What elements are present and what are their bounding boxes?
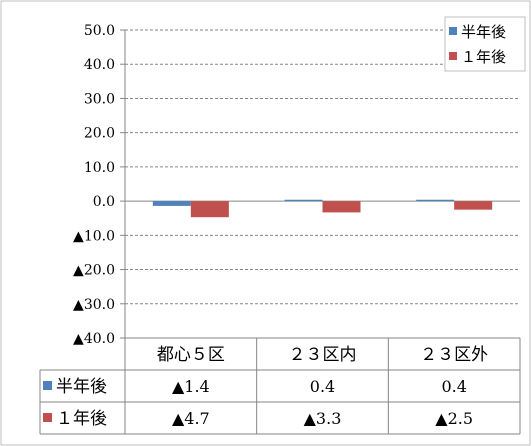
y-tick-label: ▲30.0 [73,297,115,313]
bar [416,199,455,202]
bar [454,201,493,210]
legend-label: １年後 [461,48,506,66]
bar [284,199,323,202]
data-label: 0.4 [310,377,335,396]
category-label: ２３区内 [289,345,357,365]
y-tick-label: ▲20.0 [73,263,115,279]
data-label: ▲2.5 [435,409,473,428]
y-tick-label: 50.0 [84,23,115,39]
y-tick-label: 20.0 [84,126,115,142]
data-label: ▲4.7 [172,409,210,428]
table-series-name: 半年後 [56,377,107,397]
table-legend-key [43,413,52,422]
legend-box [444,16,526,72]
legend-swatch [449,27,457,35]
table-series-name: １年後 [56,409,107,429]
y-tick-label: 40.0 [84,57,115,73]
bar [322,201,361,213]
y-tick-label: 10.0 [84,160,115,176]
bars [152,199,493,218]
y-tick-label: ▲40.0 [73,331,115,347]
category-label: 都心５区 [157,345,225,365]
legend-label: 半年後 [461,23,506,41]
y-tick-label: ▲10.0 [73,228,115,244]
bar [190,201,229,218]
y-tick-label: 30.0 [84,91,115,107]
y-tick-label: 0.0 [93,194,115,210]
bar [152,201,191,206]
legend-swatch [449,52,457,60]
table-legend-key [43,381,52,390]
data-label: ▲1.4 [172,377,210,396]
data-label: ▲3.3 [304,409,342,428]
category-label: ２３区外 [420,345,488,365]
data-label: 0.4 [441,377,466,396]
axes: 50.0 40.0 30.0 20.0 10.0 0.0 ▲10.0 ▲20.0 ▲30.0 ▲4… [73,23,126,347]
legend: 半年後 １年後 [444,16,526,72]
